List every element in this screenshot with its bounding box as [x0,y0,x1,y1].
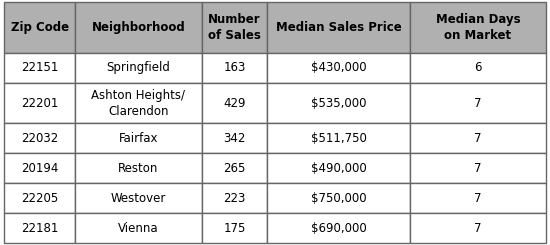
Text: 22151: 22151 [21,61,58,74]
Bar [202,53,267,83]
Bar [75,153,202,183]
Text: Zip Code: Zip Code [10,21,69,34]
Bar [4,83,75,123]
Bar [4,183,75,213]
Bar [4,213,75,243]
Bar [75,83,202,123]
Text: 6: 6 [474,61,482,74]
Bar [75,183,202,213]
Text: Number
of Sales: Number of Sales [208,13,261,42]
Bar [410,213,546,243]
Text: 7: 7 [474,221,482,234]
Bar [410,2,546,53]
Bar [410,53,546,83]
Text: 342: 342 [223,132,246,145]
Bar [202,213,267,243]
Bar [75,53,202,83]
Bar [202,153,267,183]
Bar [202,2,267,53]
Text: 163: 163 [223,61,246,74]
Bar [202,83,267,123]
Text: $490,000: $490,000 [311,162,366,175]
Text: 20194: 20194 [21,162,58,175]
Bar [410,83,546,123]
Text: Ashton Heights/
Clarendon: Ashton Heights/ Clarendon [91,88,185,118]
Bar [4,153,75,183]
Text: 223: 223 [223,192,246,205]
Text: Springfield: Springfield [106,61,170,74]
Text: $750,000: $750,000 [311,192,366,205]
Text: $535,000: $535,000 [311,97,366,110]
Bar [267,2,410,53]
Text: 175: 175 [223,221,246,234]
Text: 429: 429 [223,97,246,110]
Bar [410,153,546,183]
Bar [267,153,410,183]
Bar [202,123,267,153]
Text: Neighborhood: Neighborhood [91,21,185,34]
Bar [267,183,410,213]
Text: 7: 7 [474,162,482,175]
Text: Median Days
on Market: Median Days on Market [436,13,520,42]
Bar [410,183,546,213]
Text: Fairfax: Fairfax [119,132,158,145]
Bar [75,2,202,53]
Bar [267,123,410,153]
Text: 22201: 22201 [21,97,58,110]
Text: 7: 7 [474,192,482,205]
Text: 22032: 22032 [21,132,58,145]
Bar [4,2,75,53]
Text: $430,000: $430,000 [311,61,366,74]
Text: 22205: 22205 [21,192,58,205]
Text: Westover: Westover [111,192,166,205]
Bar [410,123,546,153]
Bar [4,53,75,83]
Bar [75,123,202,153]
Bar [267,213,410,243]
Text: 7: 7 [474,97,482,110]
Text: 22181: 22181 [21,221,58,234]
Text: 265: 265 [223,162,246,175]
Bar [202,183,267,213]
Text: $690,000: $690,000 [311,221,366,234]
Bar [267,53,410,83]
Bar [4,123,75,153]
Text: Vienna: Vienna [118,221,158,234]
Bar [267,83,410,123]
Text: Median Sales Price: Median Sales Price [276,21,402,34]
Text: $511,750: $511,750 [311,132,366,145]
Text: Reston: Reston [118,162,158,175]
Text: 7: 7 [474,132,482,145]
Bar [75,213,202,243]
